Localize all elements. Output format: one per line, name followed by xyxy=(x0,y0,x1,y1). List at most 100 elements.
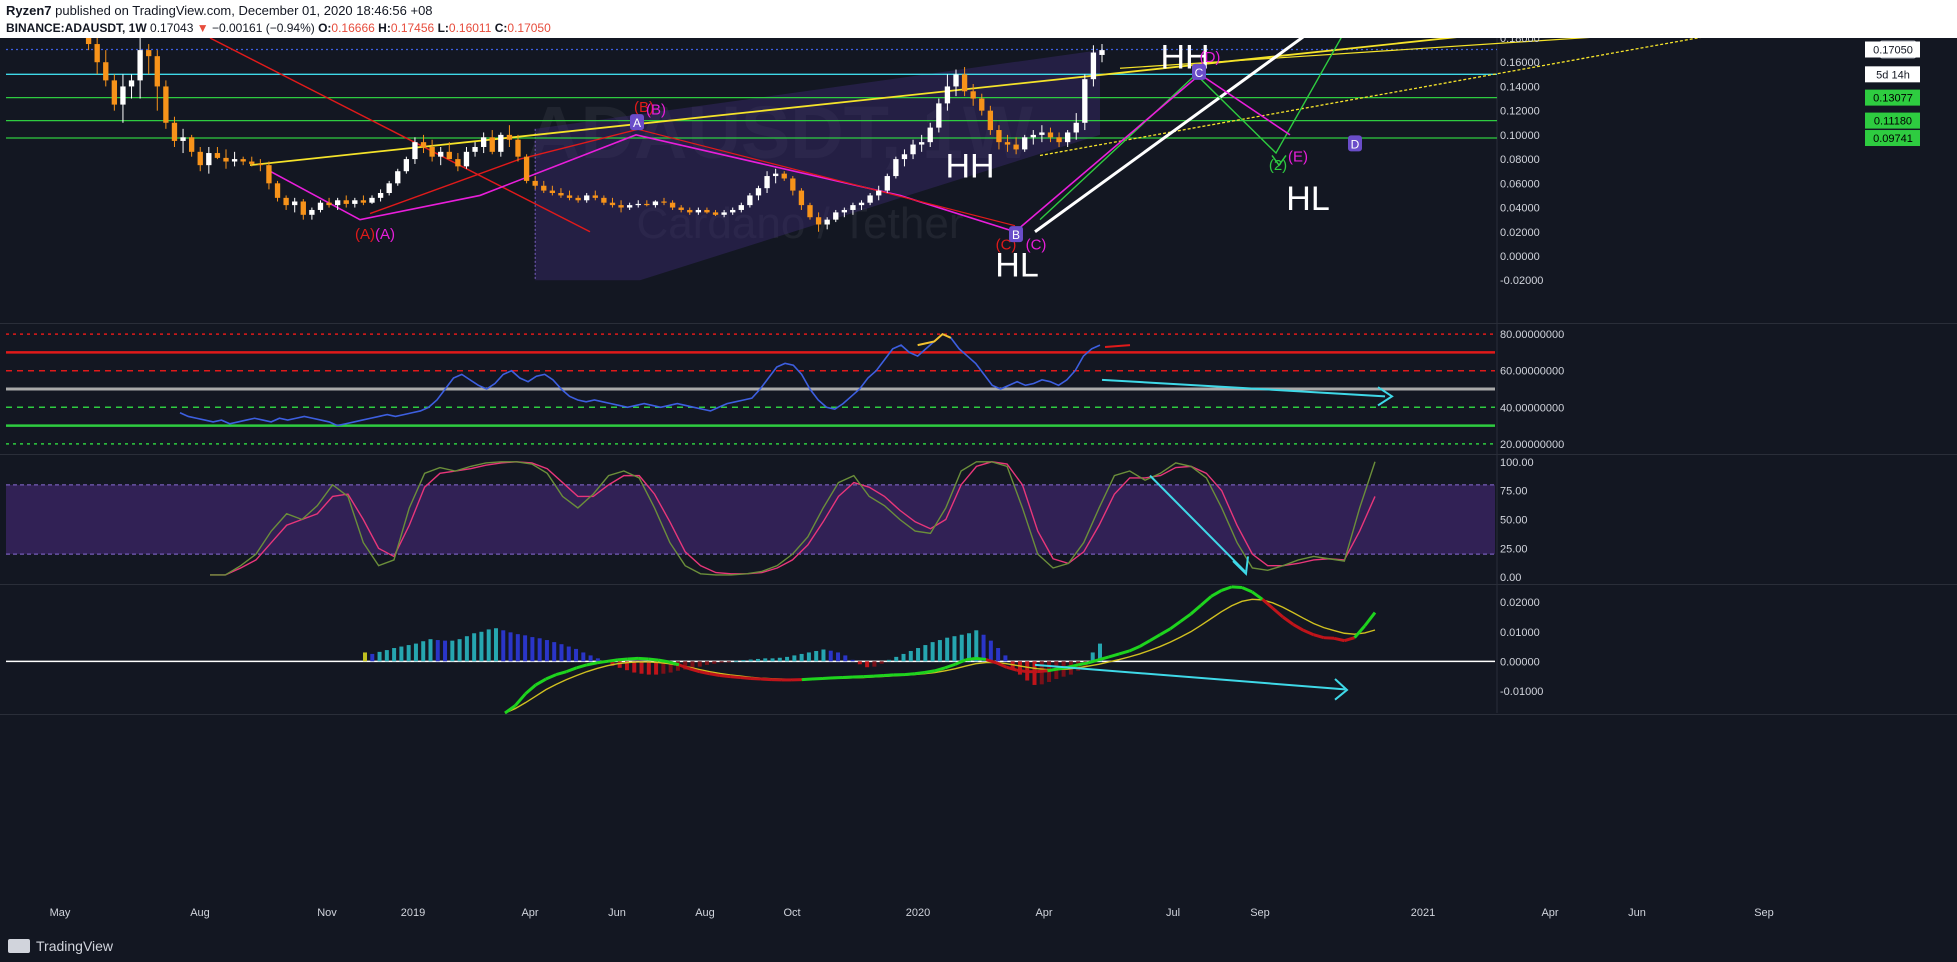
macd-line-segment xyxy=(1333,636,1345,643)
price-axis-badge-text: 5d 14h xyxy=(1876,69,1910,81)
last-price: 0.17043 xyxy=(150,21,194,35)
macd-histogram-bar xyxy=(690,661,695,668)
macd-histogram-bar xyxy=(610,661,615,666)
macd-line-segment xyxy=(1282,615,1294,626)
candle-body xyxy=(438,151,444,157)
macd-line-segment xyxy=(1189,604,1202,616)
elliott-wave-red-2 xyxy=(635,128,1016,227)
macd-histogram-bar xyxy=(392,648,397,662)
candle-body xyxy=(678,207,684,210)
price-axis-tick: 0.08000 xyxy=(1500,154,1540,166)
macd-histogram-bar xyxy=(770,658,775,662)
macd-histogram-bar xyxy=(843,655,848,662)
open-label: O: xyxy=(318,21,332,35)
trend-line-red xyxy=(209,38,591,233)
trend-line-yellow-upper xyxy=(249,38,1458,167)
candle-body xyxy=(669,202,676,208)
macd-line-segment xyxy=(1118,649,1130,656)
macd-histogram-bar xyxy=(916,648,921,662)
time-axis-tick: 2021 xyxy=(1411,907,1435,919)
macd-histogram-bar xyxy=(472,633,477,662)
pattern-point-marker xyxy=(1348,135,1362,152)
candle-body xyxy=(420,142,427,147)
macd-line-segment xyxy=(1006,665,1018,672)
macd-line-segment xyxy=(648,657,659,662)
macd-histogram-bar xyxy=(996,648,1001,662)
candle-body xyxy=(558,193,564,196)
tradingview-brand[interactable]: TradingView xyxy=(8,938,113,954)
candle-body xyxy=(635,203,641,206)
brand-label: TradingView xyxy=(36,938,114,954)
price-axis-badge-text: 0.13077 xyxy=(1873,93,1913,105)
macd-line-segment xyxy=(709,672,721,677)
candle-body xyxy=(721,212,727,215)
close-label: C: xyxy=(494,21,508,35)
pattern-point-label: C xyxy=(1195,66,1204,80)
macd-histogram-bar xyxy=(726,661,731,663)
candle-body xyxy=(798,190,805,206)
wave-label: HL xyxy=(995,247,1038,285)
macd-histogram-bar xyxy=(515,634,520,662)
trend-line-yellow-mid xyxy=(1119,38,1590,69)
macd-histogram-bar xyxy=(952,636,957,662)
macd-line-segment xyxy=(719,674,731,679)
macd-histogram-bar xyxy=(384,650,389,662)
macd-line-segment xyxy=(504,704,517,715)
macd-histogram-bar xyxy=(814,650,819,662)
candle-body xyxy=(575,197,581,201)
time-axis-tick: Nov xyxy=(317,907,337,919)
candle-body xyxy=(326,202,332,206)
macd-line-segment xyxy=(863,674,874,679)
candle-body xyxy=(979,98,985,111)
candle-body xyxy=(180,137,186,141)
macd-histogram-bar xyxy=(406,645,411,662)
pattern-point-marker xyxy=(1009,226,1023,243)
price-axis-badge xyxy=(1865,112,1920,129)
stoch-axis-tick: 50.00 xyxy=(1500,515,1528,527)
macd-line-segment xyxy=(954,658,967,666)
macd-line-segment xyxy=(1210,589,1223,598)
macd-line-segment xyxy=(1169,620,1182,631)
candle-body xyxy=(824,219,830,225)
macd-histogram-bar xyxy=(486,629,491,662)
candle-body xyxy=(747,195,753,206)
macd-line-segment xyxy=(1323,636,1335,640)
candle-body xyxy=(712,212,719,215)
macd-histogram-bar xyxy=(1090,652,1095,662)
macd-histogram-bar xyxy=(755,658,760,662)
time-axis-tick: Sep xyxy=(1250,907,1270,919)
macd-line-segment xyxy=(1343,636,1355,643)
candle-body xyxy=(987,110,994,131)
macd-histogram-bar xyxy=(850,659,855,662)
candle-body xyxy=(240,159,246,162)
macd-histogram-bar xyxy=(421,641,426,662)
elliott-wave-green xyxy=(1039,38,1342,221)
macd-line-segment xyxy=(1159,627,1172,637)
macd-line-segment xyxy=(1098,655,1110,662)
macd-arrow-icon xyxy=(1334,678,1349,701)
macd-line-segment xyxy=(668,660,680,667)
stoch-axis-tick: 75.00 xyxy=(1500,486,1528,498)
macd-line-segment xyxy=(627,656,639,661)
candle-body xyxy=(1090,52,1097,80)
macd-line-segment xyxy=(607,658,618,663)
macd-line-segment xyxy=(1302,628,1315,637)
macd-histogram-bar xyxy=(632,661,637,673)
candle-body xyxy=(730,209,736,213)
macd-line-segment xyxy=(985,658,997,665)
candle-body xyxy=(901,154,908,160)
price-axis-badge-text: 0.17050 xyxy=(1873,45,1913,57)
price-axis-badge-text: 0.09741 xyxy=(1873,133,1913,145)
candle-body xyxy=(257,163,264,166)
time-axis-tick: Aug xyxy=(190,907,210,919)
macd-histogram-bar xyxy=(377,651,382,662)
candle-body xyxy=(309,209,315,215)
author-name[interactable]: Ryzen7 xyxy=(6,3,52,18)
pattern-point-label: B xyxy=(1012,228,1020,242)
macd-histogram-bar xyxy=(435,640,440,662)
macd-line-segment xyxy=(750,676,761,681)
macd-histogram-bar xyxy=(828,650,833,662)
macd-histogram-bar xyxy=(479,631,484,662)
stoch-axis-tick: 0.00 xyxy=(1500,572,1521,584)
